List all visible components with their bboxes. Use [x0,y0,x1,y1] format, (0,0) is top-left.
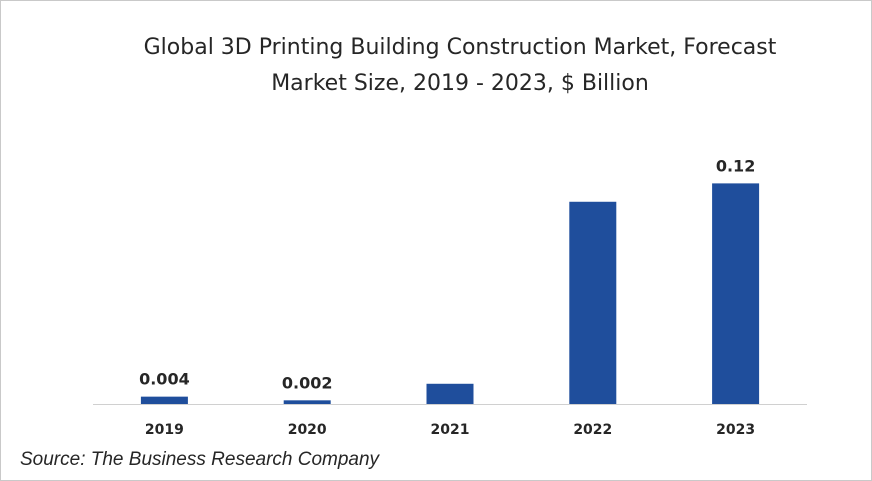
data-label-2020: 0.002 [282,373,333,392]
bar-2023 [712,183,760,404]
data-label-2019: 0.004 [139,370,190,389]
source-note: Source: The Business Research Company [20,449,380,470]
bar-2019 [140,396,188,404]
x-tick-label: 2023 [716,422,755,438]
bar-2022 [569,201,617,404]
x-tick-label: 2022 [573,422,612,438]
chart-title: Global 3D Printing Building Construction… [143,35,777,60]
bar-2020 [283,400,331,404]
x-tick-label: 2020 [288,422,327,438]
x-tick-label: 2021 [431,422,470,438]
bar-2021 [426,383,474,404]
x-tick-label: 2019 [145,422,184,438]
chart-subtitle: Market Size, 2019 - 2023, $ Billion [271,71,649,96]
data-label-2023: 0.12 [716,156,755,175]
